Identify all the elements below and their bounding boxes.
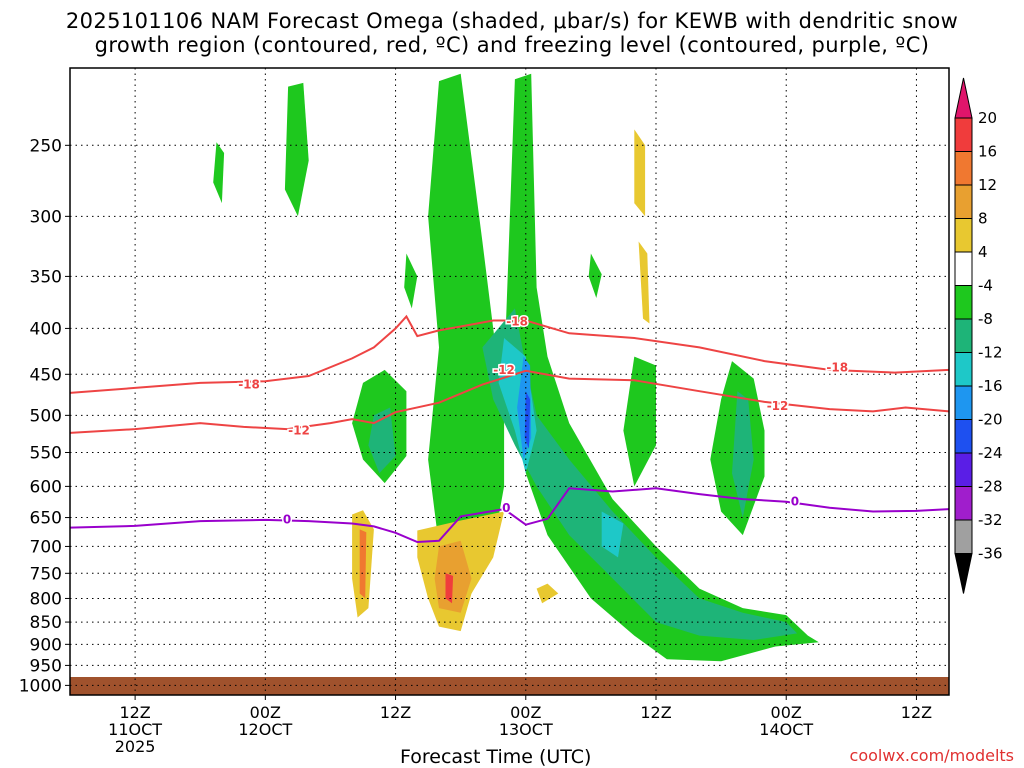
chart-title-line-2: growth region (contoured, red, ºC) and f…	[94, 33, 930, 57]
colorbar-label-11: -28	[978, 478, 1003, 496]
x-tick-label-12-1: 12OCT	[238, 720, 292, 739]
y-tick-label-600: 600	[30, 477, 62, 497]
x-tick-label-60-0: 00Z	[771, 703, 802, 722]
colorbar-top-arrow	[954, 77, 973, 119]
y-tick-label-850: 850	[30, 613, 62, 633]
omega-region-9	[482, 308, 798, 640]
omega-region-8	[213, 142, 225, 204]
colorbar-cell-12	[954, 486, 973, 521]
colorbar-label-4: 4	[978, 243, 988, 261]
colorbar-label-2: 12	[978, 176, 997, 194]
x-tick-label-0-1: 11OCT	[108, 720, 162, 739]
omega-region-13	[601, 511, 624, 558]
colorbar-label-7: -12	[978, 344, 1003, 362]
y-tick-label-900: 900	[30, 635, 62, 655]
y-tick-label-700: 700	[30, 537, 62, 557]
y-tick-label-650: 650	[30, 509, 62, 529]
contour-line-1	[70, 369, 949, 434]
source-credit: coolwx.com/modelts	[849, 746, 1014, 765]
y-tick-label-300: 300	[30, 207, 62, 227]
temperature-contours	[70, 314, 949, 544]
plot-frame	[69, 67, 950, 696]
omega-region-22	[359, 529, 367, 599]
contour-label-4: -12	[493, 363, 515, 377]
colorbar-label-12: -32	[978, 511, 1003, 529]
omega-region-1	[428, 73, 505, 594]
omega-region-5	[284, 82, 309, 217]
y-tick-label-550: 550	[30, 443, 62, 463]
x-tick-label-48-0: 12Z	[640, 703, 671, 722]
x-tick-label-0-2: 2025	[115, 737, 156, 756]
y-tick-label-400: 400	[30, 319, 62, 339]
contour-label-2: -18	[826, 360, 848, 374]
colorbar-cell-3	[954, 184, 973, 219]
y-tick-label-450: 450	[30, 365, 62, 385]
colorbar-label-0: 20	[978, 109, 997, 127]
colorbar-cell-9	[954, 385, 973, 420]
omega-region-20	[638, 241, 650, 324]
colorbar-cell-5	[954, 251, 973, 286]
omega-region-19	[634, 129, 646, 217]
colorbar-label-13: -36	[978, 545, 1003, 563]
colorbar-label-10: -24	[978, 444, 1003, 462]
colorbar-label-6: -8	[978, 310, 993, 328]
colorbar-label-3: 8	[978, 210, 988, 228]
omega-region-10	[368, 407, 396, 474]
colorbar-cell-11	[954, 452, 973, 487]
omega-region-18	[536, 583, 559, 604]
y-tick-label-500: 500	[30, 406, 62, 426]
y-tick-label-1000: 1000	[19, 676, 62, 696]
y-tick-label-350: 350	[30, 267, 62, 287]
omega-colorbar: 20 16 12 8 4 -4 -8 -12 -16 -20 -24 -28 -32 -36	[954, 77, 1003, 594]
y-tick-label-750: 750	[30, 564, 62, 584]
colorbar-cell-8	[954, 352, 973, 387]
grid-lines	[70, 68, 949, 695]
chart-title-line-1: 2025101106 NAM Forecast Omega (shaded, μ…	[65, 9, 959, 33]
colorbar-cell-10	[954, 419, 973, 454]
contour-label-7: 0	[502, 501, 510, 515]
colorbar-cell-7	[954, 318, 973, 353]
colorbar-cell-4	[954, 218, 973, 253]
omega-region-3	[623, 356, 656, 487]
pressure-axis: 2503003504004505005506006507007508008509…	[19, 136, 70, 696]
x-tick-label-0-0: 12Z	[119, 703, 150, 722]
contour-line-2	[70, 487, 949, 544]
y-tick-label-950: 950	[30, 656, 62, 676]
contour-label-0: -18	[238, 378, 260, 392]
colorbar-bottom-arrow	[954, 553, 973, 594]
y-tick-label-250: 250	[30, 136, 62, 156]
contour-label-1: -18	[506, 315, 528, 329]
colorbar-label-9: -20	[978, 411, 1003, 429]
x-tick-label-24-0: 12Z	[380, 703, 411, 722]
x-tick-label-36-1: 13OCT	[499, 720, 553, 739]
colorbar-label-1: 16	[978, 143, 997, 161]
colorbar-cell-1	[954, 117, 973, 152]
contour-label-6: 0	[283, 512, 291, 526]
omega-region-7	[588, 253, 602, 298]
x-tick-label-60-1: 14OCT	[759, 720, 813, 739]
contour-label-3: -12	[288, 424, 310, 438]
x-tick-label-72-0: 12Z	[901, 703, 932, 722]
omega-region-11	[732, 391, 754, 518]
x-tick-label-12-0: 00Z	[250, 703, 281, 722]
colorbar-cell-13	[954, 519, 973, 554]
colorbar-label-5: -4	[978, 277, 993, 295]
x-tick-label-36-0: 00Z	[510, 703, 541, 722]
contour-label-5: -12	[767, 399, 789, 413]
omega-region-6	[404, 253, 418, 309]
contour-labels: -18 -18 -18 -12 -12 -12 0 0 0	[237, 313, 850, 528]
omega-region-23	[445, 573, 454, 604]
terrain-ground	[70, 677, 949, 695]
omega-shading	[213, 73, 819, 662]
colorbar-cell-2	[954, 151, 973, 186]
x-axis-title: Forecast Time (UTC)	[400, 746, 592, 768]
omega-region-15	[524, 391, 531, 449]
colorbar-cell-6	[954, 285, 973, 320]
contour-line-0	[70, 314, 949, 394]
y-tick-label-800: 800	[30, 589, 62, 609]
contour-label-8: 0	[791, 495, 799, 509]
colorbar-label-8: -16	[978, 377, 1003, 395]
